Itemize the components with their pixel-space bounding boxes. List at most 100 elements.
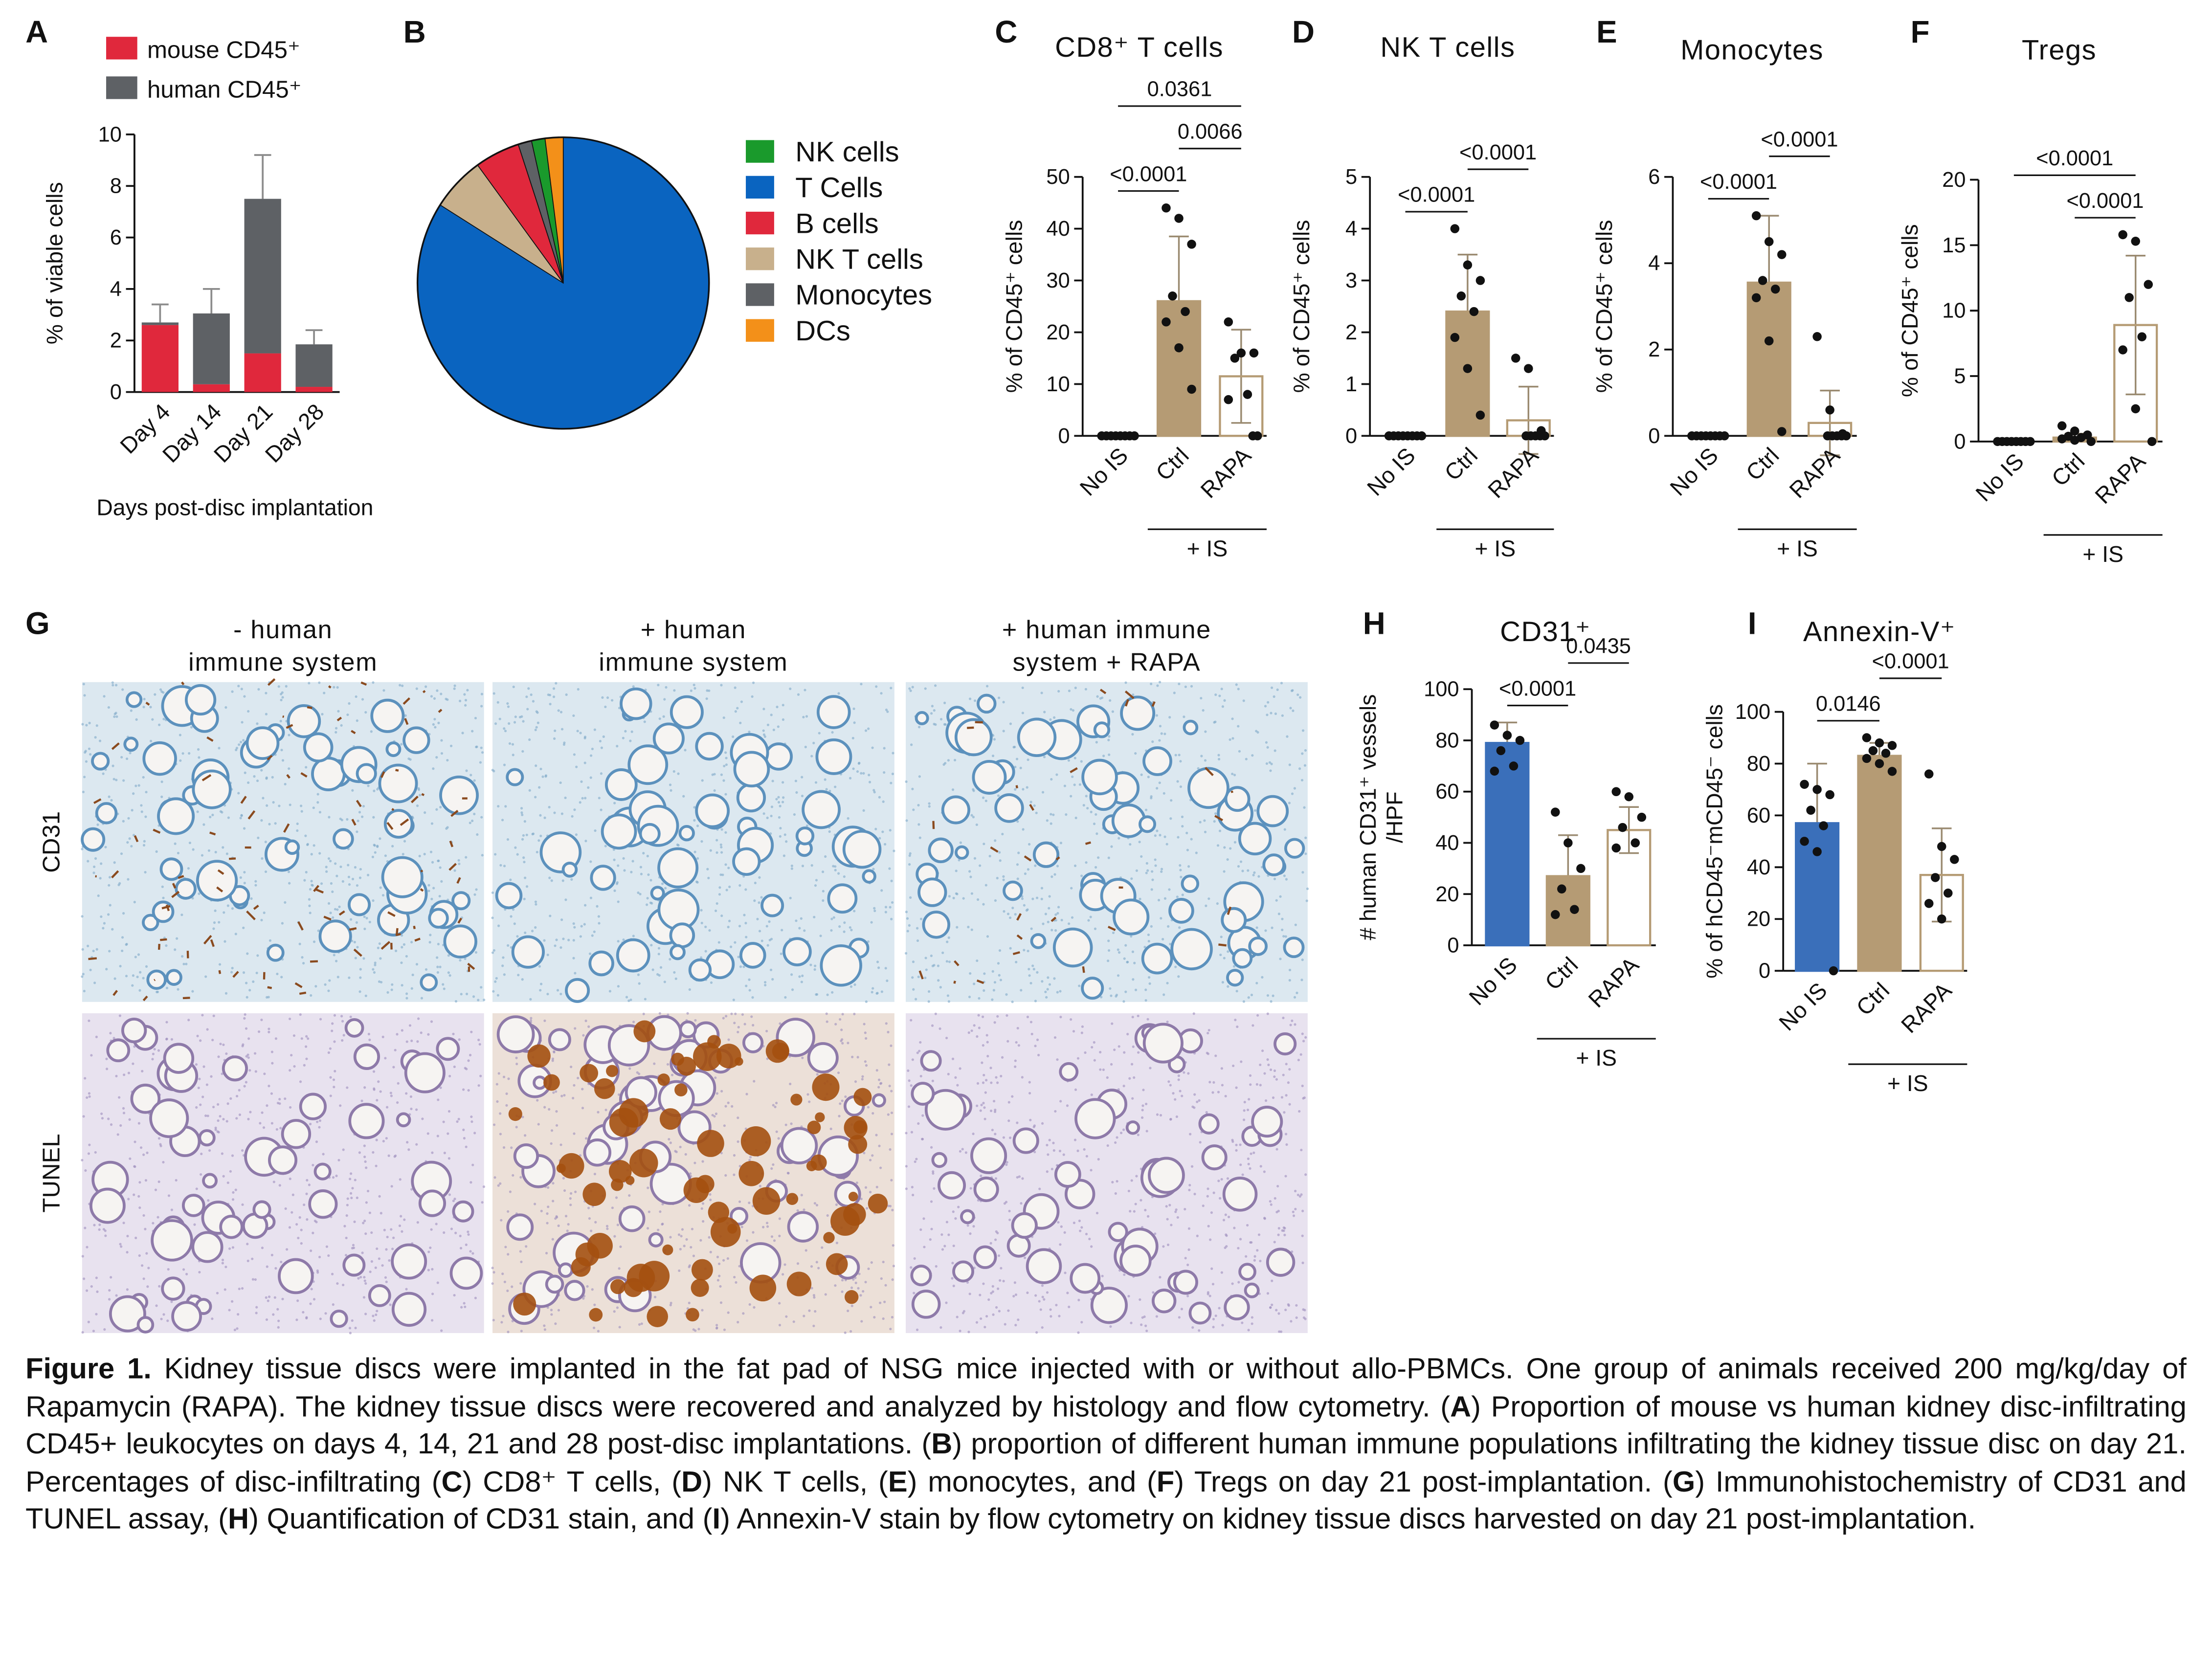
- cell-speck: [882, 1260, 885, 1264]
- cell-speck: [1263, 1072, 1266, 1075]
- cell-speck: [374, 1266, 377, 1269]
- chart-title: NK T cells: [1380, 32, 1515, 63]
- cell-speck: [959, 841, 962, 844]
- cell-speck: [448, 1074, 451, 1078]
- tubule: [418, 1189, 447, 1217]
- cell-speck: [197, 1086, 200, 1090]
- cell-speck: [361, 815, 364, 818]
- legend-label: NK T cells: [795, 244, 923, 275]
- cell-speck: [785, 840, 788, 843]
- cell-speck: [834, 785, 837, 788]
- cell-speck: [480, 816, 483, 819]
- cell-speck: [816, 1073, 819, 1076]
- cell-speck: [120, 756, 123, 759]
- vessel-stain: [267, 678, 276, 686]
- cell-speck: [1071, 775, 1074, 778]
- cell-speck: [506, 838, 510, 841]
- cell-speck: [810, 864, 813, 867]
- cell-speck: [539, 767, 542, 771]
- cell-speck: [551, 1057, 555, 1060]
- cell-speck: [1235, 1143, 1238, 1146]
- cell-speck: [477, 1038, 480, 1042]
- cell-speck: [327, 902, 331, 905]
- cell-speck: [550, 1129, 554, 1132]
- cell-speck: [81, 948, 84, 951]
- vessel-stain: [160, 938, 167, 941]
- cell-speck: [1251, 1322, 1253, 1325]
- cell-speck: [662, 715, 665, 718]
- cell-speck: [954, 1217, 957, 1220]
- cell-speck: [880, 692, 883, 695]
- cell-speck: [497, 1184, 500, 1187]
- cell-speck: [858, 1272, 861, 1275]
- cell-speck: [300, 1242, 303, 1245]
- cell-speck: [1129, 843, 1132, 846]
- cell-speck: [890, 1179, 893, 1182]
- cell-speck: [375, 1164, 378, 1167]
- cell-speck: [967, 1031, 970, 1034]
- cell-speck: [1001, 832, 1004, 836]
- apoptotic-stain: [556, 1163, 566, 1173]
- cell-speck: [562, 937, 565, 940]
- cell-speck: [543, 1106, 546, 1109]
- cell-speck: [557, 1224, 560, 1227]
- cell-speck: [748, 978, 751, 981]
- cell-speck: [985, 1315, 988, 1318]
- cell-speck: [824, 778, 827, 781]
- data-point: [1557, 884, 1566, 894]
- cell-speck: [777, 725, 780, 728]
- cell-speck: [684, 749, 687, 752]
- cell-speck: [550, 1142, 553, 1145]
- cell-speck: [188, 841, 192, 845]
- cell-speck: [1273, 1069, 1276, 1072]
- cell-speck: [955, 869, 958, 872]
- cell-speck: [327, 1254, 330, 1257]
- cell-speck: [107, 706, 110, 709]
- cell-speck: [385, 1248, 388, 1251]
- cell-speck: [832, 865, 835, 868]
- cell-speck: [1073, 1138, 1077, 1141]
- cell-speck: [431, 1319, 434, 1322]
- cell-speck: [911, 1058, 914, 1061]
- apoptotic-stain: [848, 1192, 858, 1202]
- data-point: [1181, 307, 1190, 316]
- cell-speck: [94, 736, 97, 739]
- cell-speck: [1247, 1157, 1250, 1160]
- cell-speck: [1169, 1084, 1172, 1087]
- cell-speck: [727, 926, 730, 929]
- cell-speck: [1110, 845, 1113, 848]
- data-point: [1564, 838, 1573, 847]
- vessel-stain: [111, 742, 120, 750]
- cell-speck: [1197, 767, 1200, 770]
- cell-speck: [268, 1030, 270, 1033]
- cell-speck: [772, 728, 775, 732]
- cell-speck: [275, 1128, 278, 1131]
- cell-speck: [138, 1254, 141, 1257]
- cell-speck: [778, 1323, 782, 1327]
- tubule: [436, 1037, 460, 1061]
- cell-speck: [856, 1056, 859, 1059]
- cell-speck: [1135, 869, 1139, 872]
- cell-speck: [1063, 1231, 1066, 1234]
- cell-speck: [132, 974, 134, 977]
- cell-speck: [1086, 807, 1089, 810]
- cell-speck: [1159, 725, 1162, 728]
- cell-speck: [1001, 1056, 1004, 1059]
- panel-letter: G: [25, 606, 50, 641]
- cell-speck: [165, 1038, 168, 1041]
- cell-speck: [1232, 965, 1236, 968]
- cell-speck: [379, 957, 382, 960]
- cell-speck: [125, 943, 128, 946]
- data-point: [1463, 364, 1473, 373]
- cell-speck: [775, 1101, 778, 1105]
- cell-speck: [143, 840, 146, 843]
- cell-speck: [782, 796, 785, 799]
- cell-speck: [1300, 979, 1303, 981]
- cell-speck: [263, 1072, 266, 1075]
- cell-speck: [690, 689, 693, 692]
- cell-speck: [256, 954, 259, 957]
- cell-speck: [231, 1246, 235, 1249]
- cell-speck: [81, 723, 84, 726]
- cell-speck: [103, 922, 106, 925]
- cell-speck: [385, 1280, 388, 1283]
